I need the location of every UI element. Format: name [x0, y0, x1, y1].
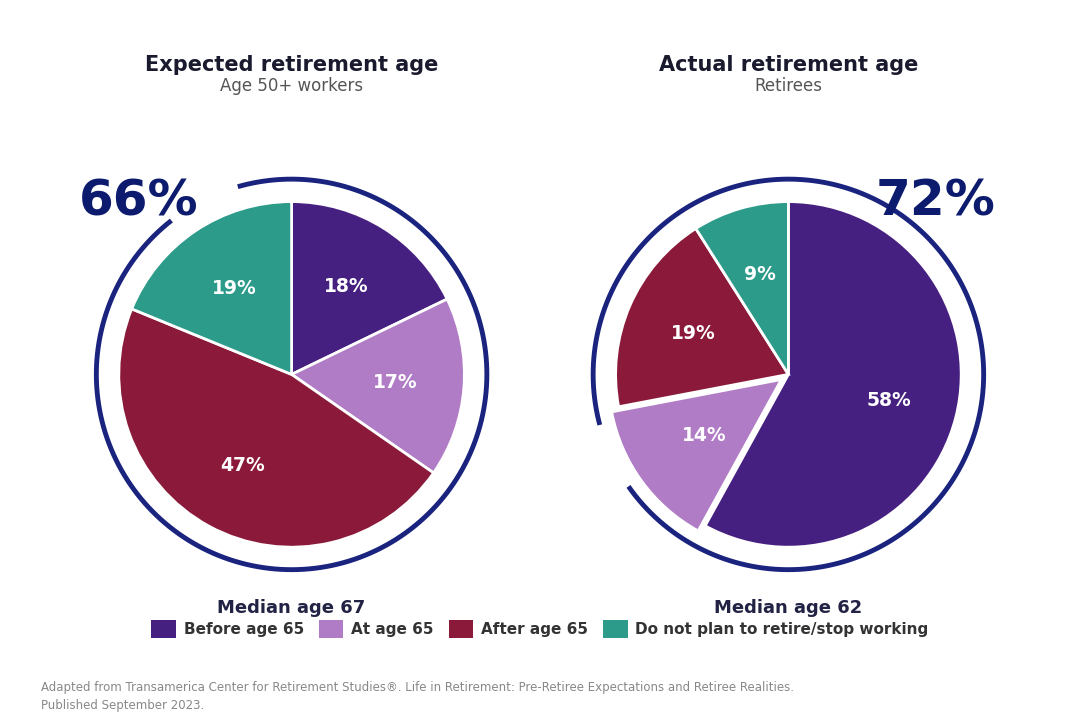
- Text: 14%: 14%: [683, 426, 727, 445]
- Wedge shape: [292, 299, 464, 473]
- Wedge shape: [119, 309, 433, 547]
- Text: 19%: 19%: [212, 279, 256, 298]
- Text: 47%: 47%: [219, 456, 265, 475]
- Wedge shape: [611, 379, 782, 531]
- Text: 9%: 9%: [743, 266, 775, 284]
- Text: 72%: 72%: [876, 178, 996, 225]
- Wedge shape: [616, 228, 788, 407]
- Text: 58%: 58%: [866, 391, 912, 410]
- Text: Age 50+ workers: Age 50+ workers: [220, 77, 363, 95]
- Text: 18%: 18%: [324, 277, 369, 296]
- Wedge shape: [132, 202, 292, 374]
- Text: 17%: 17%: [373, 373, 417, 392]
- Wedge shape: [292, 202, 447, 374]
- Text: Retirees: Retirees: [755, 77, 822, 95]
- Text: Adapted from Transamerica Center for Retirement Studies®. Life in Retirement: Pr: Adapted from Transamerica Center for Ret…: [41, 681, 794, 713]
- Wedge shape: [696, 202, 788, 374]
- Wedge shape: [705, 202, 961, 547]
- Text: 19%: 19%: [671, 324, 716, 343]
- Text: 66%: 66%: [79, 178, 199, 225]
- Text: Expected retirement age: Expected retirement age: [145, 55, 438, 75]
- Text: Actual retirement age: Actual retirement age: [659, 55, 918, 75]
- Legend: Before age 65, At age 65, After age 65, Do not plan to retire/stop working: Before age 65, At age 65, After age 65, …: [146, 614, 934, 644]
- Text: Median age 67: Median age 67: [217, 599, 366, 618]
- Text: Median age 62: Median age 62: [714, 599, 863, 618]
